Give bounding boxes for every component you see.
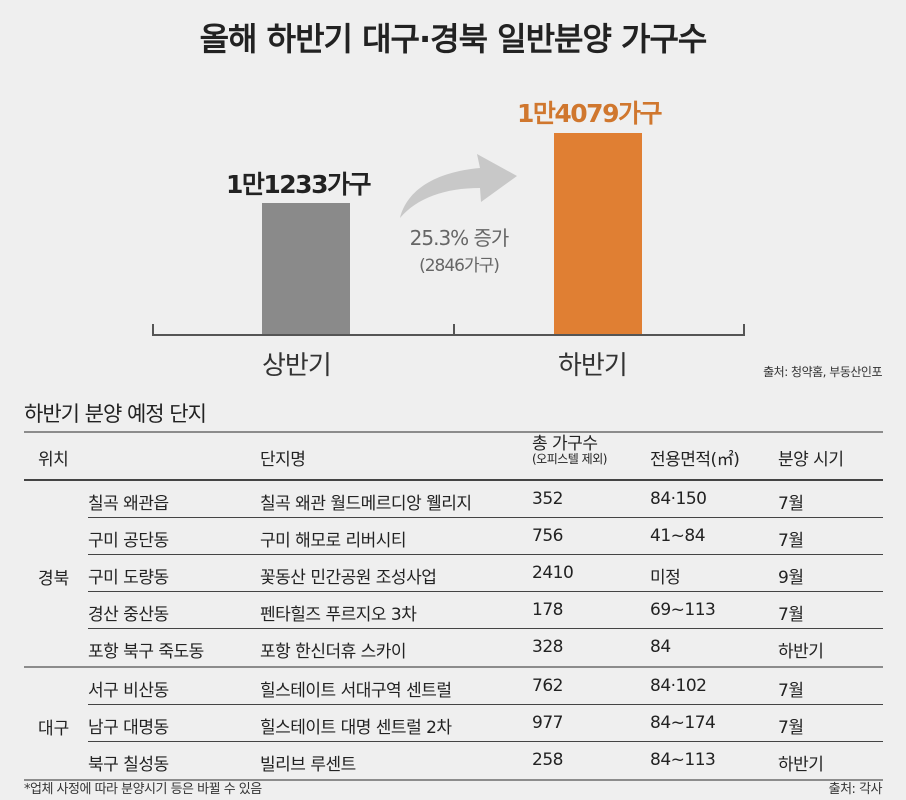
first-half-bar [262,203,350,336]
page-title: 올해 하반기 대구·경북 일반분양 가구수 [199,20,708,58]
header-complex-name: 단지명 [260,450,306,470]
cell-units: 756 [532,526,563,546]
cell-district: 남구 대명동 [88,718,169,738]
cell-complex-name: 포항 한신더휴 스카이 [260,642,407,662]
table-top-rule [24,431,883,433]
table-header: 위치 단지명 총 가구수 (오피스텔 제외) 전용면적(㎡) 분양 시기 [24,433,883,481]
cell-complex-name: 힐스테이트 서대구역 센트럴 [260,681,452,701]
cell-sale-time: 7월 [778,494,804,514]
table-source: 출처: 각사 [828,782,883,797]
header-total-units-label: 총 가구수 [532,434,598,454]
cell-complex-name: 펜타힐즈 푸르지오 3차 [260,605,417,625]
header-area: 전용면적(㎡) [650,450,740,470]
cell-area: 41~84 [650,526,706,546]
table-row: 칠곡 왜관읍 칠곡 왜관 월드메르디앙 웰리지 352 84·150 7월 [88,481,883,518]
bar-chart: 1만1233가구 25.3% 증가 (2846가구) 1만4079가구 상반기 … [0,0,906,381]
cell-sale-time: 7월 [778,605,804,625]
x-axis-tick [453,324,455,335]
cell-units: 258 [532,750,563,770]
cell-sale-time: 7월 [778,531,804,551]
cell-sale-time: 9월 [778,568,804,588]
cell-area: 84·102 [650,676,707,696]
cell-complex-name: 힐스테이트 대명 센트럴 2차 [260,718,452,738]
cell-district: 칠곡 왜관읍 [88,494,169,514]
cell-sale-time: 하반기 [778,642,824,662]
region-group-gyeongbuk: 경북 칠곡 왜관읍 칠곡 왜관 월드메르디앙 웰리지 352 84·150 7월… [24,481,883,668]
cell-units: 2410 [532,563,574,583]
table-row: 구미 공단동 구미 해모로 리버시티 756 41~84 7월 [88,518,883,555]
chart-source: 출처: 청약홈, 부동산인포 [763,365,882,379]
cell-units: 328 [532,637,563,657]
region-group-daegu: 대구 서구 비산동 힐스테이트 서대구역 센트럴 762 84·102 7월 남… [24,668,883,781]
header-sale-time: 분양 시기 [778,450,844,470]
x-axis [152,334,745,336]
cell-units: 352 [532,489,563,509]
cell-area: 84~174 [650,713,716,733]
second-half-value-label: 1만4079가구 [517,99,662,128]
table-row: 구미 도량동 꽃동산 민간공원 조성사업 2410 미정 9월 [88,555,883,592]
cell-complex-name: 빌리브 루센트 [260,755,356,775]
x-axis-tick [152,324,154,335]
table-row: 남구 대명동 힐스테이트 대명 센트럴 2차 977 84~174 7월 [88,705,883,742]
growth-annotation: 25.3% 증가 (2846가구) [395,222,523,276]
cell-sale-time: 하반기 [778,755,824,775]
cell-district: 구미 공단동 [88,531,169,551]
category-label-first-half: 상반기 [262,351,332,381]
growth-units: (2846가구) [419,256,500,276]
region-label: 대구 [38,719,70,739]
header-total-units-note: (오피스텔 제외) [532,452,607,466]
cell-units: 178 [532,600,563,620]
cell-district: 포항 북구 죽도동 [88,642,204,662]
cell-district: 북구 칠성동 [88,755,169,775]
cell-area: 미정 [650,568,681,588]
table-row: 서구 비산동 힐스테이트 서대구역 센트럴 762 84·102 7월 [88,668,883,705]
table-footnote: *업체 사정에 따라 분양시기 등은 바뀔 수 있음 [24,782,262,797]
cell-complex-name: 꽃동산 민간공원 조성사업 [260,568,437,588]
cell-units: 762 [532,676,563,696]
cell-units: 977 [532,713,563,733]
region-label: 경북 [38,569,70,589]
table-row: 북구 칠성동 빌리브 루센트 258 84~113 하반기 [88,742,883,779]
category-label-second-half: 하반기 [558,351,628,381]
cell-sale-time: 7월 [778,681,804,701]
table-row: 경산 중산동 펜타힐즈 푸르지오 3차 178 69~113 7월 [88,592,883,629]
cell-sale-time: 7월 [778,718,804,738]
complex-table: 위치 단지명 총 가구수 (오피스텔 제외) 전용면적(㎡) 분양 시기 경북 … [24,431,883,781]
table-row: 포항 북구 죽도동 포항 한신더휴 스카이 328 84 하반기 [88,629,883,666]
cell-complex-name: 칠곡 왜관 월드메르디앙 웰리지 [260,494,472,514]
cell-area: 84 [650,637,671,657]
cell-district: 경산 중산동 [88,605,169,625]
first-half-value-label: 1만1233가구 [226,170,371,199]
cell-area: 69~113 [650,600,716,620]
cell-area: 84·150 [650,489,707,509]
header-location: 위치 [38,450,69,470]
cell-district: 구미 도량동 [88,568,169,588]
cell-district: 서구 비산동 [88,681,169,701]
header-total-units: 총 가구수 (오피스텔 제외) [532,434,607,467]
table-title: 하반기 분양 예정 단지 [24,402,207,426]
increase-arrow-icon [400,154,517,218]
cell-area: 84~113 [650,750,716,770]
growth-percent: 25.3% 증가 [409,226,510,250]
cell-complex-name: 구미 해모로 리버시티 [260,531,407,551]
x-axis-tick [743,324,745,335]
second-half-bar [554,133,642,336]
